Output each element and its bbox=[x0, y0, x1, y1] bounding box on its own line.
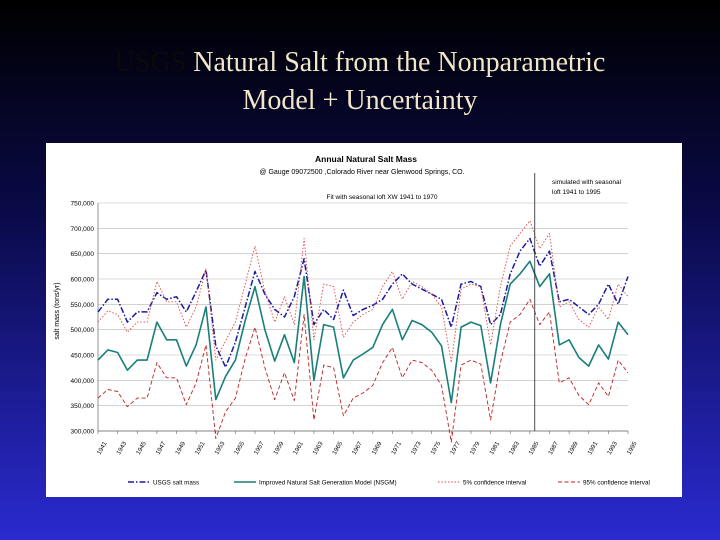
x-tick-label: 1987 bbox=[547, 440, 560, 456]
x-tick-label: 1945 bbox=[135, 440, 148, 456]
x-tick-label: 1989 bbox=[567, 440, 580, 456]
y-tick-label: 450,000 bbox=[71, 353, 95, 360]
x-tick-label: 1961 bbox=[292, 440, 305, 456]
x-tick-label: 1975 bbox=[429, 440, 442, 456]
x-tick-label: 1957 bbox=[253, 440, 266, 456]
y-tick-label: 600,000 bbox=[71, 277, 95, 284]
y-axis-label: salt mass (tons/yr) bbox=[54, 282, 61, 339]
y-tick-label: 300,000 bbox=[71, 429, 95, 436]
grid-lines bbox=[97, 202, 628, 432]
y-tick-label: 650,000 bbox=[71, 251, 95, 258]
legend-label: Improved Natural Salt Generation Model (… bbox=[259, 480, 397, 487]
sim-annotation-line2: loft 1941 to 1995 bbox=[552, 189, 601, 196]
x-tick-label: 1995 bbox=[626, 440, 639, 456]
legend-label: 5% confidence interval bbox=[463, 480, 526, 487]
x-tick-label: 1993 bbox=[606, 440, 619, 456]
x-tick-label: 1963 bbox=[312, 440, 325, 456]
x-tick-label: 1991 bbox=[586, 440, 599, 456]
x-tick-label: 1967 bbox=[351, 440, 364, 456]
series-line-5-confidence-interval bbox=[97, 220, 629, 364]
legend-label: 95% confidence interval bbox=[583, 480, 650, 487]
legend: USGS salt mass Improved Natural Salt Gene… bbox=[128, 480, 650, 487]
salt-mass-chart: Annual Natural Salt Mass @ Gauge 0907250… bbox=[54, 154, 650, 487]
x-tick-label: 1951 bbox=[194, 440, 207, 456]
chart-title: Annual Natural Salt Mass bbox=[315, 154, 417, 164]
x-tick-label: 1953 bbox=[213, 440, 226, 456]
x-tick-label: 1981 bbox=[488, 440, 501, 456]
x-tick-label: 1985 bbox=[528, 440, 541, 456]
x-tick-label: 1971 bbox=[390, 440, 403, 456]
slide-title: USGS Natural Salt from the Nonparametric… bbox=[0, 44, 720, 120]
chart-panel: Annual Natural Salt Mass @ Gauge 0907250… bbox=[46, 143, 682, 497]
slide-title-line1: USGS Natural Salt from the Nonparametric bbox=[0, 44, 720, 82]
y-tick-label: 500,000 bbox=[71, 327, 95, 334]
x-tick-label: 1977 bbox=[449, 440, 462, 456]
x-tick-label: 1973 bbox=[410, 440, 423, 456]
sim-annotation-line1: simulated with seasonal bbox=[552, 179, 622, 186]
series-line-95-confidence-interval bbox=[97, 298, 629, 443]
x-tick-label: 1969 bbox=[370, 440, 383, 456]
x-tick-label: 1965 bbox=[331, 440, 344, 456]
x-tick-labels: 1941 1943 1945 1947 1949 1951 1953 1955 1957 1959… bbox=[96, 431, 639, 456]
y-tick-label: 700,000 bbox=[71, 226, 95, 233]
slide-title-line2: Model + Uncertainty bbox=[242, 85, 478, 116]
y-tick-label: 750,000 bbox=[71, 201, 95, 208]
y-tick-label: 400,000 bbox=[71, 378, 95, 385]
legend-label: USGS salt mass bbox=[153, 480, 199, 487]
series-lines bbox=[97, 220, 629, 443]
x-tick-label: 1979 bbox=[469, 440, 482, 456]
y-tick-labels: 300,000 350,000 400,000 450,000 500,000 550,0… bbox=[71, 201, 95, 436]
chart-subtitle: @ Gauge 09072500 ,Colorado River near Gl… bbox=[259, 169, 464, 176]
series-line-improved-natural-salt-generation-model-nsgm- bbox=[97, 260, 629, 404]
x-tick-label: 1955 bbox=[233, 440, 246, 456]
x-tick-label: 1949 bbox=[174, 440, 187, 456]
y-tick-label: 550,000 bbox=[71, 302, 95, 309]
x-tick-label: 1941 bbox=[96, 440, 109, 456]
x-tick-label: 1983 bbox=[508, 440, 521, 456]
x-tick-label: 1943 bbox=[115, 440, 128, 456]
fit-annotation: Fit with seasonal loft XW 1941 to 1970 bbox=[327, 194, 438, 201]
title-line1-text: Natural Salt from the Nonparametric bbox=[193, 47, 606, 78]
y-tick-label: 350,000 bbox=[71, 403, 95, 410]
x-tick-label: 1947 bbox=[155, 440, 168, 456]
title-prefix: USGS bbox=[114, 47, 187, 78]
x-tick-label: 1959 bbox=[272, 440, 285, 456]
series-line-usgs-salt-mass bbox=[97, 237, 629, 368]
